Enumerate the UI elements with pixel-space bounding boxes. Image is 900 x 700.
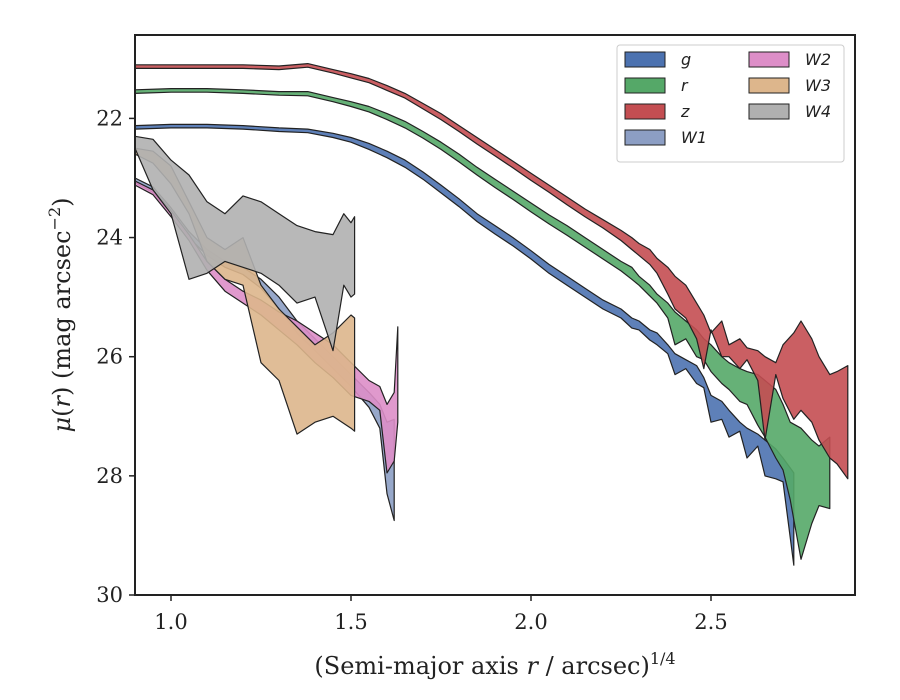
x-axis-ticks: 1.0 1.5 2.0 2.5 bbox=[154, 595, 728, 634]
y-axis-label: μ(r) (mag arcsec−2) bbox=[45, 197, 76, 432]
plot-frame bbox=[134, 34, 856, 596]
legend-swatch-w3 bbox=[748, 77, 790, 94]
legend-swatch-r bbox=[624, 77, 666, 94]
series-band-z bbox=[134, 62, 849, 480]
legend-frame bbox=[616, 44, 845, 163]
x-tick-label: 2.0 bbox=[514, 610, 547, 634]
legend-label-w3: W3 bbox=[805, 76, 831, 95]
legend-label-w2: W2 bbox=[805, 50, 831, 69]
series-band-w4 bbox=[134, 135, 356, 352]
y-tick-label: 26 bbox=[96, 345, 123, 369]
x-tick-label: 1.5 bbox=[334, 610, 367, 634]
x-tick-label: 2.5 bbox=[694, 610, 727, 634]
legend-label-w4: W4 bbox=[805, 102, 831, 121]
series-bands bbox=[134, 62, 849, 566]
y-tick-label: 22 bbox=[96, 106, 123, 130]
y-tick-label: 24 bbox=[96, 226, 123, 250]
y-tick-label: 30 bbox=[96, 583, 123, 607]
legend-label-z: z bbox=[680, 102, 690, 121]
x-tick-label: 1.0 bbox=[154, 610, 187, 634]
legend-swatch-w4 bbox=[748, 103, 790, 120]
legend-swatch-z bbox=[624, 103, 666, 120]
legend: grz W1 W2 W3 W4 bbox=[616, 44, 845, 163]
legend-swatch-w2 bbox=[748, 51, 790, 68]
y-tick-label: 28 bbox=[96, 464, 123, 488]
y-axis-ticks: 22 24 26 28 30 bbox=[96, 106, 135, 607]
series-band-g bbox=[134, 123, 795, 566]
legend-label-w1: W1 bbox=[681, 128, 707, 147]
legend-swatch-g bbox=[624, 51, 666, 68]
legend-swatch-w1 bbox=[624, 129, 666, 146]
x-axis-label: (Semi-major axis r / arcsec)1/4 bbox=[314, 649, 675, 680]
legend-label-g: g bbox=[681, 50, 691, 69]
legend-label-r: r bbox=[681, 76, 689, 95]
series-band-r bbox=[134, 87, 831, 560]
